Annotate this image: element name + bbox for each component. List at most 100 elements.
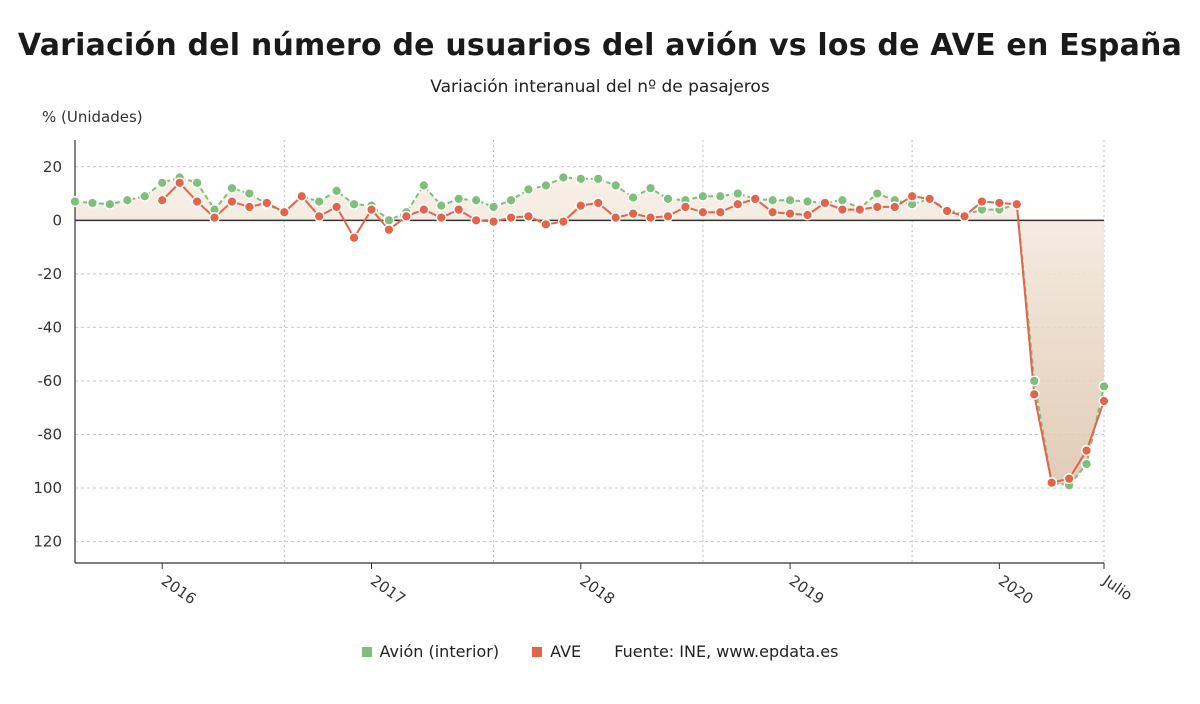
x-tick-label: 2019 (786, 572, 828, 609)
data-point-avion (575, 173, 587, 185)
data-point-avion (348, 198, 360, 210)
data-point-avion (610, 180, 622, 192)
data-point-ave (435, 212, 447, 224)
chart-subtitle: Variación interanual del nº de pasajeros (430, 77, 770, 97)
data-point-avion (313, 196, 325, 208)
data-point-avion (488, 201, 500, 213)
source-note: Fuente: INE, www.epdata.es (614, 642, 839, 661)
data-point-avion (522, 184, 534, 196)
data-point-avion (139, 190, 151, 202)
data-point-ave (1063, 473, 1075, 485)
data-point-ave (784, 208, 796, 220)
area-fill (75, 177, 1104, 486)
data-point-ave (924, 193, 936, 205)
legend-label-avion: Avión (interior) (379, 642, 500, 661)
legend-swatch-avion (361, 646, 372, 657)
data-point-ave (767, 206, 779, 218)
y-tick-label: 120 (33, 533, 62, 551)
data-point-ave (1011, 198, 1023, 210)
data-point-ave (557, 216, 569, 228)
data-point-ave (976, 196, 988, 208)
legend-label-ave: AVE (550, 642, 582, 661)
data-point-avion (732, 188, 744, 200)
y-tick-label: 0 (52, 211, 62, 229)
data-point-ave (697, 206, 709, 218)
data-point-avion (1098, 380, 1110, 392)
data-point-avion (802, 196, 814, 208)
data-point-avion (505, 194, 517, 206)
data-point-ave (627, 208, 639, 220)
data-point-ave (575, 200, 587, 212)
x-tick-label: 2020 (995, 572, 1037, 609)
x-tick-label: 2016 (158, 572, 200, 609)
data-point-ave (191, 196, 203, 208)
data-point-avion (156, 177, 168, 189)
data-point-ave (348, 232, 360, 244)
y-tick-label: 20 (43, 158, 62, 176)
data-point-avion (592, 173, 604, 185)
data-point-ave (470, 214, 482, 226)
x-tick-label: 2017 (367, 572, 409, 609)
data-point-avion (662, 193, 674, 205)
data-point-avion (470, 194, 482, 206)
data-point-ave (488, 216, 500, 228)
data-point-avion (540, 180, 552, 192)
data-point-ave (1098, 395, 1110, 407)
legend-item-avion[interactable]: Avión (interior) (361, 642, 500, 661)
data-point-ave (1081, 445, 1093, 457)
data-point-ave (261, 197, 273, 209)
data-point-ave (610, 212, 622, 224)
data-point-avion (714, 190, 726, 202)
data-point-ave (645, 212, 657, 224)
y-tick-label: -40 (38, 318, 63, 336)
data-point-ave (313, 210, 325, 222)
data-point-ave (174, 177, 186, 189)
data-point-ave (836, 204, 848, 216)
data-point-ave (209, 212, 221, 224)
series-line-ave (161, 181, 1105, 484)
data-point-avion (557, 171, 569, 183)
data-point-avion (191, 177, 203, 189)
data-point-ave (871, 201, 883, 213)
y-axis-label: % (Unidades) (42, 108, 143, 126)
legend: Avión (interior) AVE Fuente: INE, www.ep… (0, 641, 1200, 661)
data-point-ave (522, 210, 534, 222)
data-point-ave (679, 201, 691, 213)
y-tick-label: 100 (33, 479, 62, 497)
data-point-avion (1081, 458, 1093, 470)
data-point-ave (1028, 388, 1040, 400)
data-point-avion (331, 185, 343, 197)
data-point-ave (418, 204, 430, 216)
data-point-avion (243, 188, 255, 200)
data-point-avion (645, 182, 657, 194)
data-point-ave (958, 210, 970, 222)
data-point-ave (662, 210, 674, 222)
data-point-ave (732, 198, 744, 210)
data-point-ave (854, 204, 866, 216)
y-tick-label: -80 (38, 425, 63, 443)
data-point-ave (540, 218, 552, 230)
data-point-ave (749, 193, 761, 205)
data-point-ave (243, 201, 255, 213)
x-tick-label: Julio (1099, 571, 1136, 604)
data-point-ave (714, 206, 726, 218)
data-point-avion (784, 194, 796, 206)
legend-item-ave[interactable]: AVE (532, 642, 581, 661)
data-point-ave (453, 204, 465, 216)
chart-title: Variación del número de usuarios del avi… (17, 28, 1183, 63)
data-point-ave (400, 210, 412, 222)
data-point-avion (69, 196, 81, 208)
data-point-avion (418, 180, 430, 192)
legend-swatch-ave (532, 646, 543, 657)
data-point-ave (226, 196, 238, 208)
data-point-ave (819, 197, 831, 209)
data-point-avion (383, 214, 395, 226)
y-tick-label: -60 (38, 372, 63, 390)
data-point-avion (226, 182, 238, 194)
data-point-ave (383, 224, 395, 236)
data-point-ave (941, 205, 953, 217)
y-tick-label: -20 (38, 265, 63, 283)
series-line-avion (74, 176, 1105, 487)
data-point-avion (435, 200, 447, 212)
